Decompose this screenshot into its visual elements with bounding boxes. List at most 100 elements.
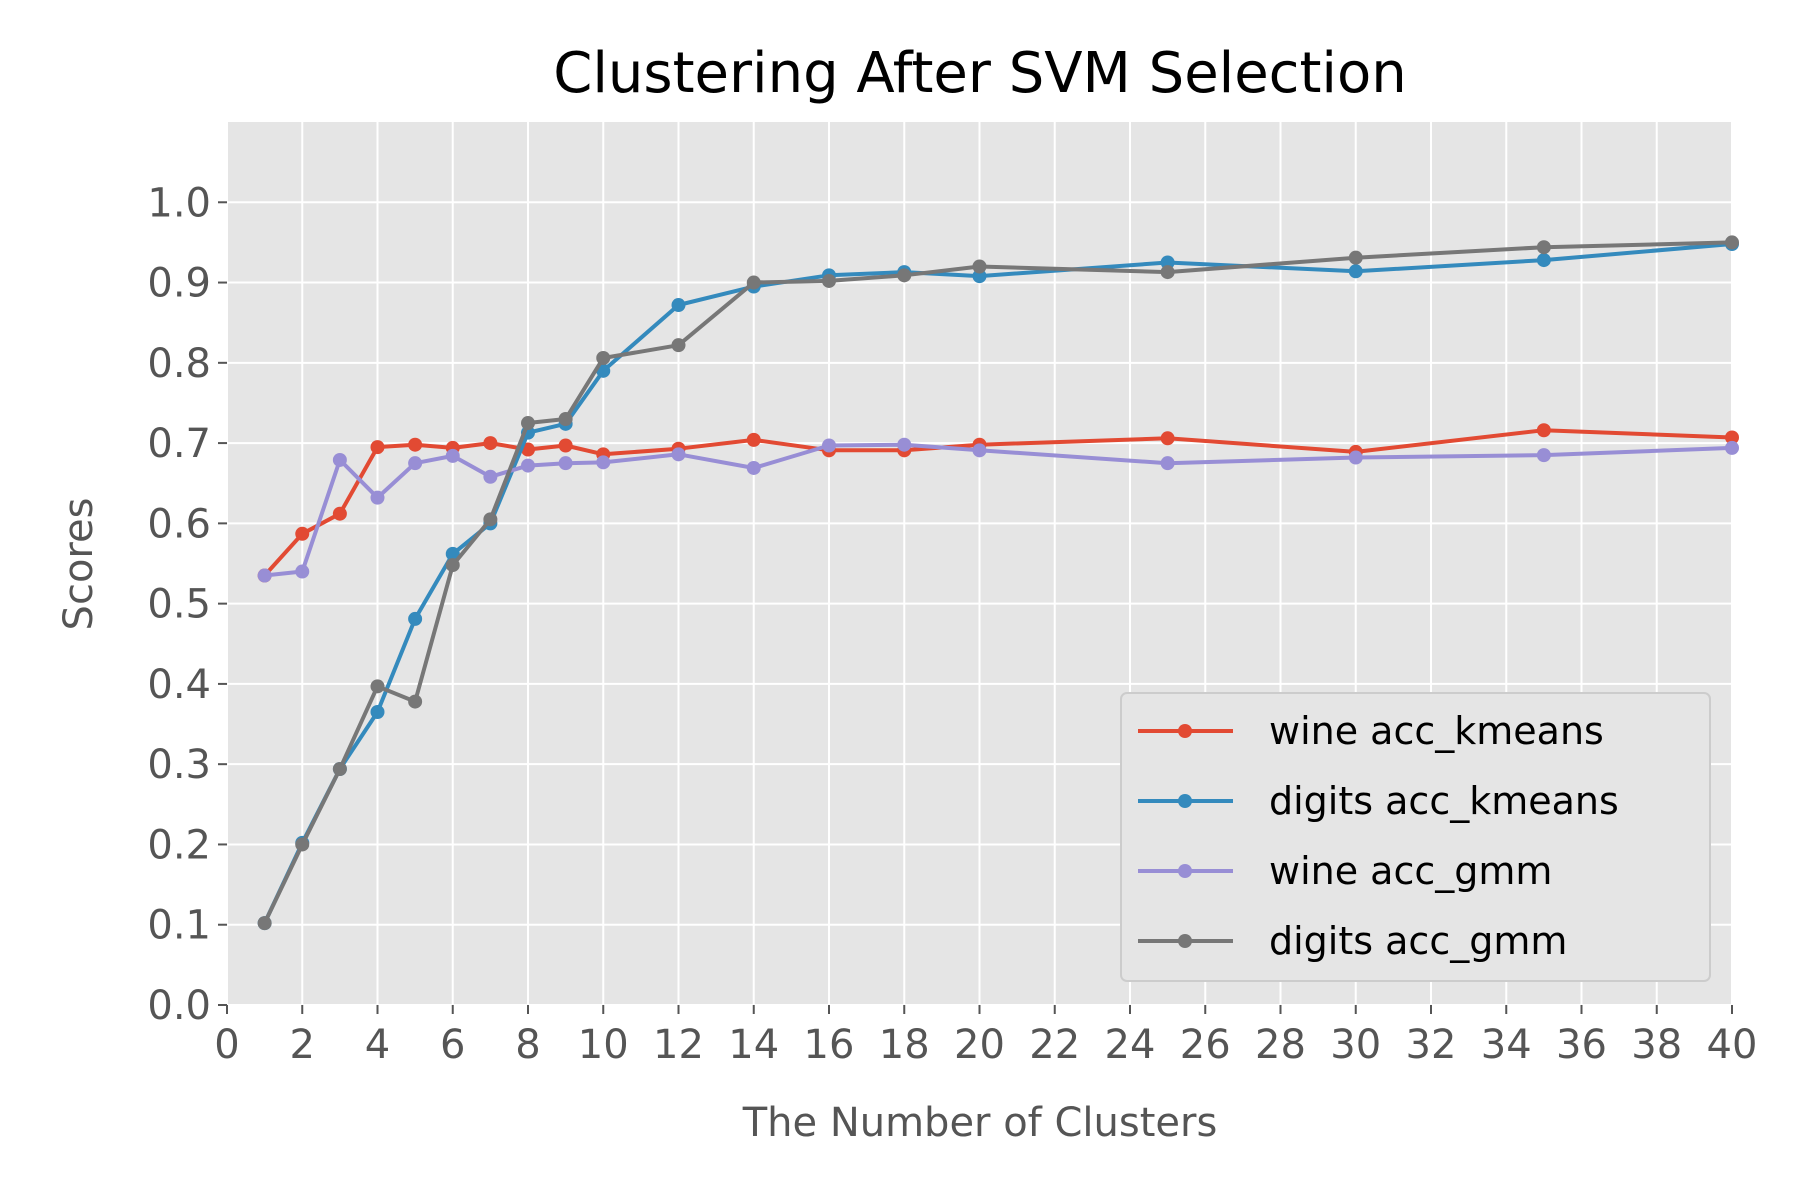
data-point (1725, 235, 1739, 250)
legend-marker (1178, 864, 1192, 878)
data-point (558, 412, 573, 427)
y-tick-label: 0.4 (147, 662, 211, 708)
data-point (295, 564, 310, 579)
data-point (1348, 450, 1363, 465)
y-tick-label: 0.7 (147, 421, 211, 467)
y-tick-labels: 0.0 0.1 0.2 0.3 0.4 0.5 0.6 0.7 0.8 0.9 1.0 (147, 180, 211, 1029)
data-point (558, 456, 573, 471)
data-point (1348, 250, 1363, 265)
data-point (897, 268, 912, 283)
x-tick-label: 0 (214, 1022, 239, 1068)
data-point (408, 694, 423, 709)
x-tick-label: 24 (1105, 1022, 1156, 1068)
legend-item: digits acc_gmm (1138, 919, 1567, 963)
y-tick-label: 0.5 (147, 582, 211, 628)
x-tick-label: 10 (578, 1022, 629, 1068)
x-tick-label: 38 (1631, 1022, 1682, 1068)
data-point (332, 452, 347, 467)
data-point (596, 455, 611, 470)
data-point (972, 443, 987, 458)
x-tick-label: 14 (728, 1022, 779, 1068)
data-point (521, 458, 535, 473)
x-tick-label: 28 (1255, 1022, 1306, 1068)
data-point (822, 438, 836, 453)
data-point (1725, 430, 1739, 445)
y-axis-label: Scores (56, 498, 102, 631)
data-point (1536, 253, 1551, 268)
y-tick-label: 0.0 (147, 983, 211, 1029)
y-tick-label: 0.3 (147, 742, 211, 788)
legend-marker (1178, 934, 1192, 948)
data-point (746, 275, 761, 290)
axis-ticks (218, 201, 1733, 1014)
data-point (483, 469, 498, 484)
legend-marker (1178, 724, 1192, 738)
data-point (1160, 456, 1175, 471)
data-point (671, 298, 686, 313)
legend-marker (1178, 794, 1192, 808)
data-point (257, 916, 272, 931)
data-point (257, 568, 272, 583)
data-point (746, 460, 761, 475)
data-point (822, 273, 836, 288)
y-tick-label: 0.8 (147, 341, 211, 387)
x-tick-label: 6 (440, 1022, 465, 1068)
x-tick-label: 12 (653, 1022, 704, 1068)
data-point (332, 761, 347, 776)
data-point (558, 438, 573, 453)
data-point (445, 448, 460, 463)
legend-label: digits acc_kmeans (1269, 779, 1619, 823)
data-point (1536, 448, 1551, 463)
data-point (671, 447, 686, 462)
legend-label: wine acc_kmeans (1269, 709, 1604, 753)
x-tick-label: 2 (290, 1022, 315, 1068)
data-point (1725, 440, 1739, 455)
x-axis-label: The Number of Clusters (742, 1100, 1218, 1146)
data-point (370, 679, 385, 694)
data-point (408, 437, 423, 452)
legend-label: wine acc_gmm (1269, 849, 1552, 893)
series-layer (257, 235, 1739, 931)
x-tick-label: 18 (879, 1022, 930, 1068)
data-point (408, 611, 423, 626)
data-point (445, 558, 460, 573)
data-point (521, 416, 535, 431)
x-tick-label: 30 (1330, 1022, 1381, 1068)
data-point (972, 259, 987, 274)
legend-item: wine acc_gmm (1138, 849, 1552, 893)
x-tick-label: 26 (1180, 1022, 1231, 1068)
x-tick-label: 20 (954, 1022, 1005, 1068)
data-point (408, 456, 423, 471)
y-tick-label: 0.2 (147, 822, 211, 868)
y-tick-label: 0.9 (147, 261, 211, 307)
series-digits-acc-gmm (257, 235, 1739, 931)
x-tick-label: 36 (1556, 1022, 1607, 1068)
x-tick-label: 8 (515, 1022, 540, 1068)
data-point (1536, 240, 1551, 255)
data-point (746, 432, 761, 447)
data-point (445, 546, 460, 561)
legend-box (1120, 692, 1711, 982)
series-wine-acc-gmm (257, 437, 1739, 583)
data-point (1160, 255, 1175, 270)
x-tick-label: 34 (1481, 1022, 1532, 1068)
y-tick-label: 1.0 (147, 180, 211, 226)
data-point (370, 440, 385, 455)
chart-title: Clustering After SVM Selection (553, 41, 1406, 106)
legend-label: digits acc_gmm (1269, 919, 1567, 963)
x-tick-label: 32 (1406, 1022, 1457, 1068)
x-tick-label: 40 (1707, 1022, 1758, 1068)
data-point (370, 705, 385, 720)
data-point (897, 437, 912, 452)
x-tick-label: 16 (804, 1022, 855, 1068)
y-tick-label: 0.1 (147, 903, 211, 949)
data-point (1160, 265, 1175, 280)
data-point (1536, 423, 1551, 438)
data-point (483, 512, 498, 527)
x-tick-label: 22 (1029, 1022, 1080, 1068)
legend-item: wine acc_kmeans (1138, 709, 1604, 753)
series-wine-acc-kmeans (257, 423, 1739, 583)
y-tick-label: 0.6 (147, 501, 211, 547)
